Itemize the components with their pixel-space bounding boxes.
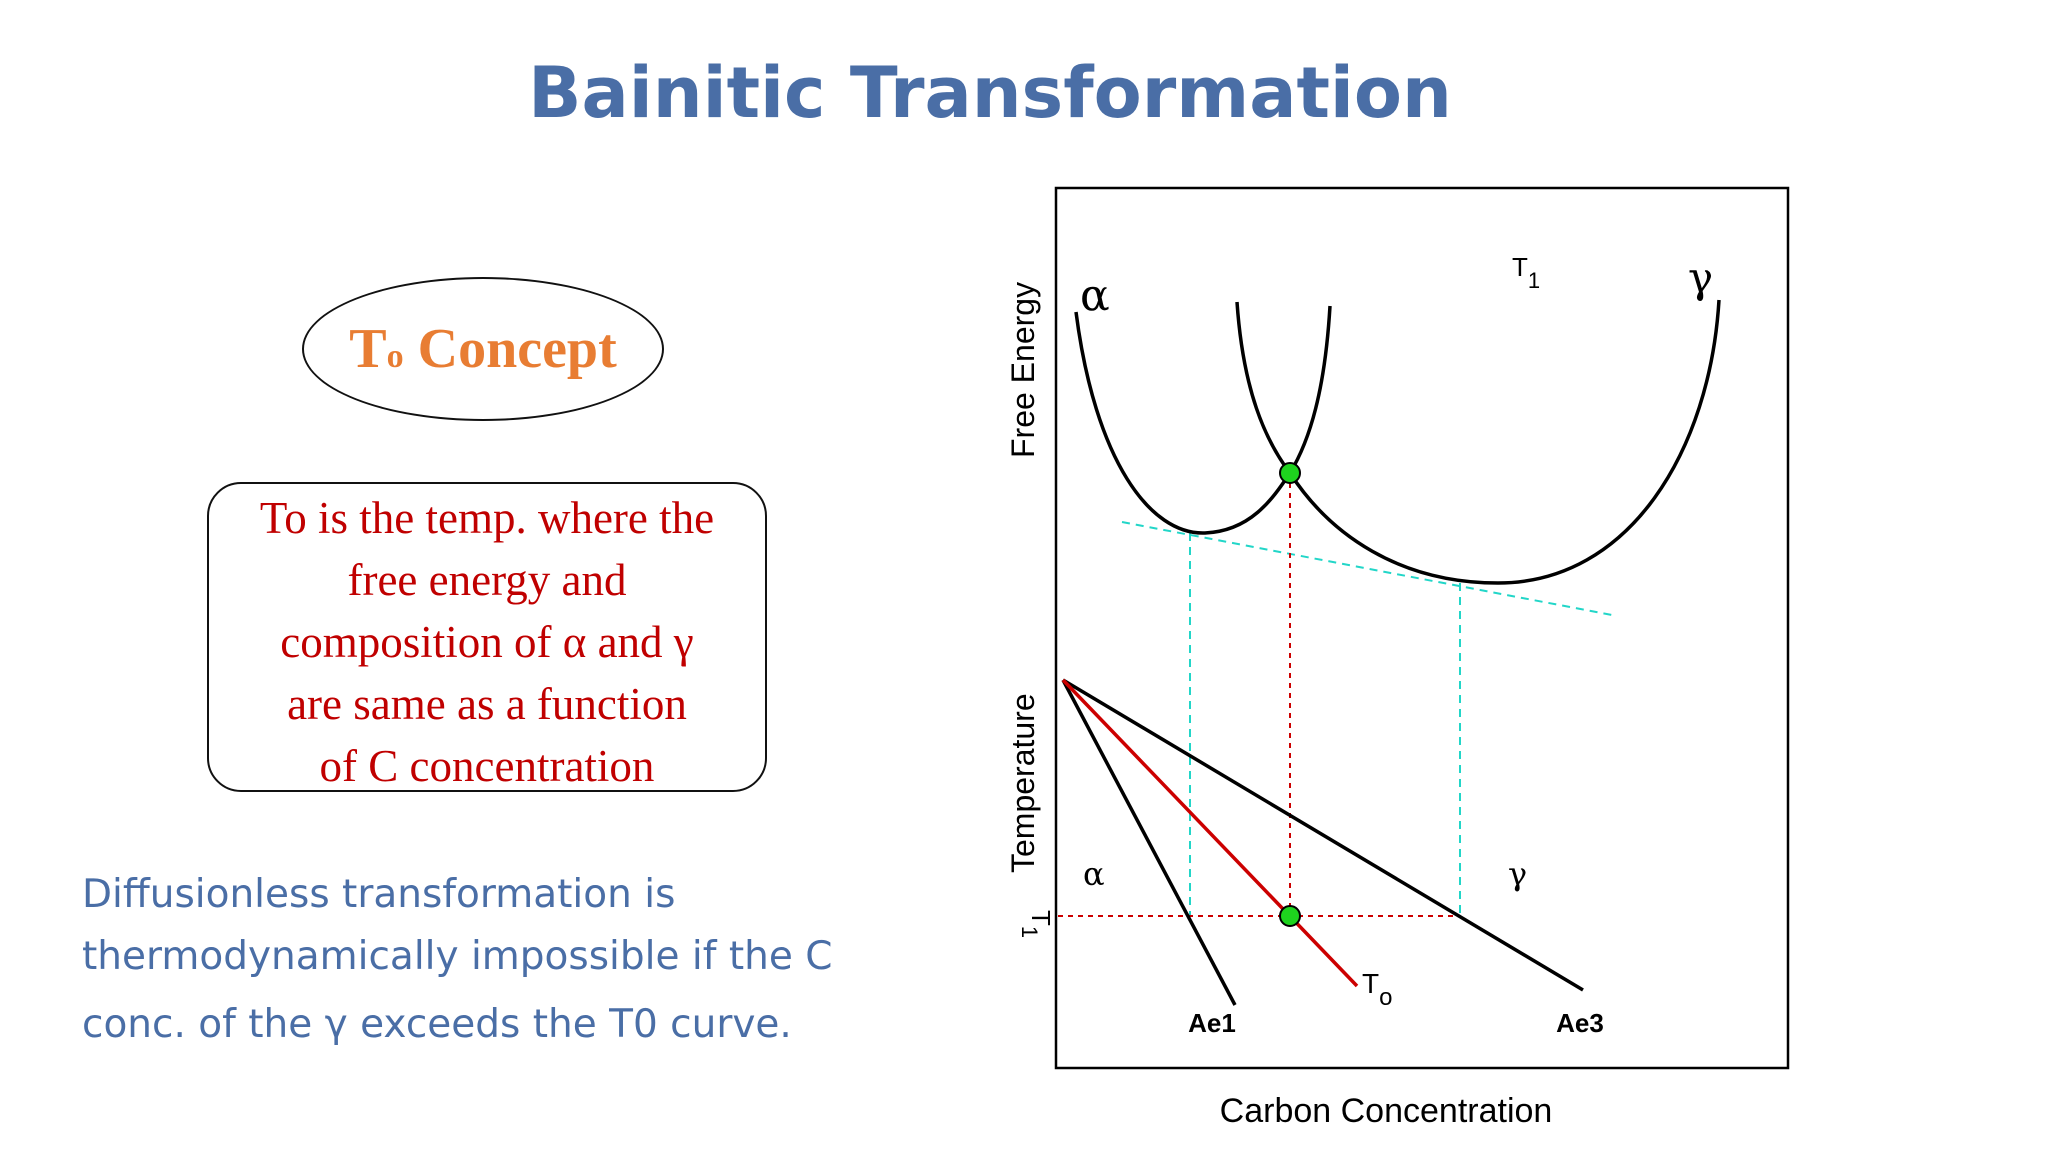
definition-line: are same as a function bbox=[287, 679, 687, 729]
definition-box: To is the temp. where the free energy an… bbox=[207, 482, 767, 792]
definition-line: of C concentration bbox=[319, 741, 655, 791]
gamma-free-energy-curve bbox=[1235, 299, 1721, 585]
to-main: T bbox=[1362, 968, 1379, 999]
free-energy-intersection-point bbox=[1279, 462, 1301, 484]
t1-label-top: T1 bbox=[1512, 252, 1540, 293]
concept-label: To Concept bbox=[349, 317, 616, 381]
gamma-label-bottom: γ bbox=[1508, 855, 1527, 893]
concept-subscript: o bbox=[386, 338, 404, 375]
ylabel-temperature: Temperature bbox=[1005, 693, 1041, 873]
t1-axis-subscript: 1 bbox=[1017, 926, 1042, 938]
body-text-line: conc. of the γ exceeds the T0 curve. bbox=[82, 1002, 792, 1047]
t1-axis-label: T1 bbox=[1017, 910, 1056, 938]
ylabel-free-energy: Free Energy bbox=[1005, 282, 1041, 458]
concept-t: T bbox=[349, 318, 387, 380]
ae3-line bbox=[1062, 678, 1584, 992]
diagram-frame bbox=[1054, 186, 1790, 1070]
alpha-free-energy-curve bbox=[1074, 305, 1332, 535]
definition-line: composition of α and γ bbox=[280, 617, 694, 667]
concept-word: Concept bbox=[403, 318, 617, 380]
to-subscript: o bbox=[1379, 984, 1392, 1011]
to-curve-label: To bbox=[1362, 968, 1392, 1011]
page-title: Bainitic Transformation bbox=[528, 52, 1452, 134]
common-tangent-line bbox=[1121, 521, 1613, 616]
xlabel-carbon-concentration: Carbon Concentration bbox=[1220, 1092, 1553, 1130]
alpha-label-bottom: α bbox=[1083, 855, 1105, 893]
body-text-line: thermodynamically impossible if the C bbox=[82, 934, 833, 979]
to-t1-intersection-point bbox=[1279, 905, 1301, 927]
t1-subscript: 1 bbox=[1528, 268, 1540, 293]
t1-main: T bbox=[1512, 252, 1528, 282]
ae3-label: Ae3 bbox=[1556, 1008, 1604, 1038]
gamma-label-top: γ bbox=[1688, 253, 1713, 302]
ae1-label: Ae1 bbox=[1188, 1008, 1236, 1038]
t1-axis-main: T bbox=[1026, 910, 1056, 926]
body-text-line: Diffusionless transformation is bbox=[82, 872, 676, 917]
ae1-line bbox=[1061, 679, 1237, 1006]
alpha-label-top: α bbox=[1080, 270, 1110, 321]
definition-line: To is the temp. where the bbox=[259, 493, 715, 543]
concept-oval: To Concept bbox=[302, 277, 664, 421]
definition-line: free energy and bbox=[347, 555, 627, 605]
to-line bbox=[1061, 678, 1359, 988]
